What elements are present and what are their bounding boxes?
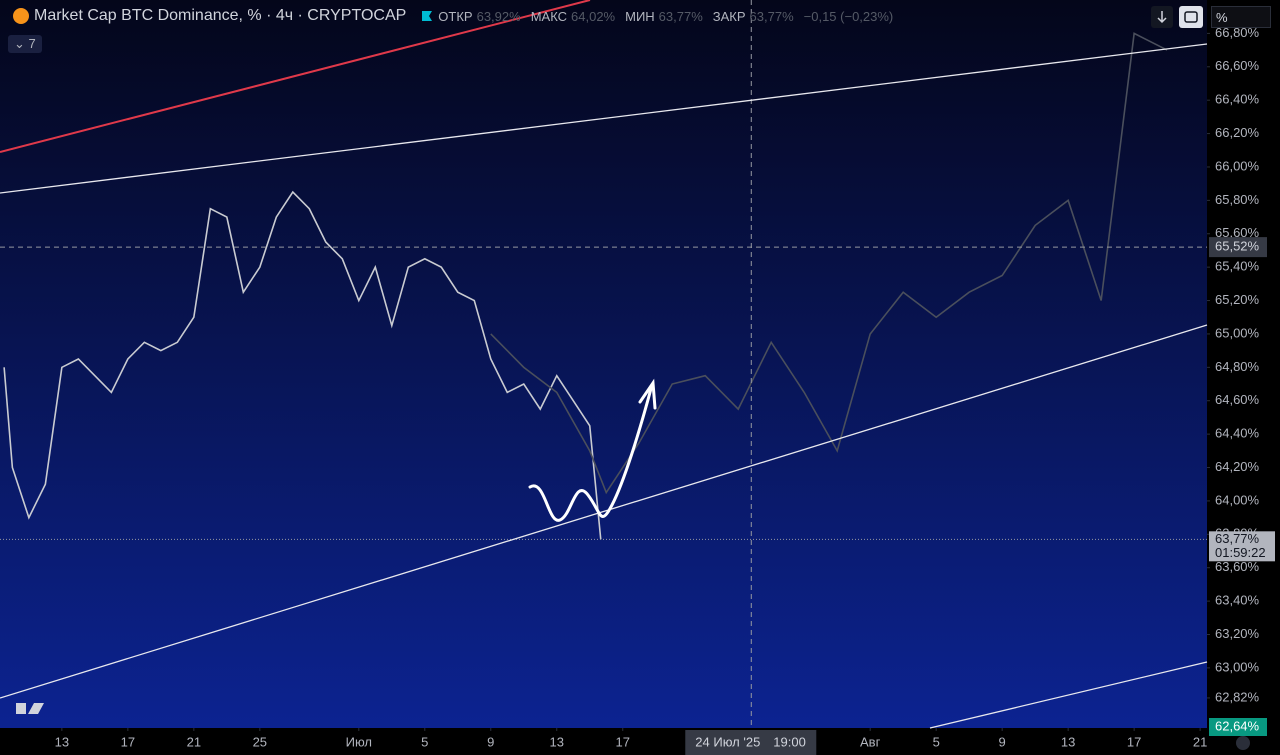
x-tick-label: 21 <box>187 734 201 749</box>
y-tick-label: 64,00% <box>1215 492 1260 507</box>
trend-line <box>0 324 1208 699</box>
line-price-box <box>1209 718 1267 736</box>
logo <box>16 703 44 714</box>
crosshair-date: 24 Июл '25 <box>695 734 760 749</box>
crosshair-y-box <box>1209 237 1267 258</box>
plot-background <box>0 0 1207 728</box>
y-tick-label: 64,60% <box>1215 392 1260 407</box>
x-tick-label: 9 <box>487 734 494 749</box>
y-tick-label: 64,80% <box>1215 359 1260 374</box>
crosshair-x-box <box>685 730 817 755</box>
x-tick-label: Авг <box>860 734 881 749</box>
y-tick-label: 65,80% <box>1215 192 1260 207</box>
high-label: МАКС <box>530 8 568 24</box>
hand-drawn-arrow <box>528 383 654 522</box>
flag-icon <box>422 11 433 21</box>
indicators-toggle[interactable]: ⌄ 7 <box>8 35 42 53</box>
y-tick-label: 63,20% <box>1215 626 1260 641</box>
btc-icon <box>13 8 29 24</box>
trend-line <box>929 661 1208 729</box>
x-tick-label: 13 <box>550 734 564 749</box>
low-label: МИН <box>625 8 655 24</box>
x-tick-label: 17 <box>121 734 135 749</box>
crosshair-time: 19:00 <box>773 734 806 749</box>
y-tick-label: 63,40% <box>1215 593 1260 608</box>
y-tick-label: 66,20% <box>1215 125 1260 140</box>
symbol-title: Market Cap BTC Dominance, % · 4ч · CRYPT… <box>34 7 407 24</box>
y-tick-label: 62,82% <box>1215 689 1260 704</box>
y-tick-label: 66,80% <box>1215 25 1260 40</box>
x-tick-label: Июл <box>346 734 372 749</box>
close-label: ЗАКР <box>712 8 746 24</box>
x-tick-label: 25 <box>253 734 267 749</box>
last-price-box <box>1209 531 1275 562</box>
open-value: 63,92% <box>476 8 521 24</box>
close-value: 63,77% <box>749 8 794 24</box>
x-tick-label: 9 <box>999 734 1006 749</box>
x-tick-label: 13 <box>55 734 69 749</box>
y-tick-label: 65,00% <box>1215 325 1260 340</box>
y-tick-label: 64,20% <box>1215 459 1260 474</box>
plot <box>0 0 1207 728</box>
y-tick-label: 65,40% <box>1215 259 1260 274</box>
toggle-button[interactable] <box>1179 6 1203 28</box>
y-tick-label: 63,00% <box>1215 659 1260 674</box>
scale-field[interactable]: % <box>1211 6 1271 28</box>
low-value: 63,77% <box>658 8 703 24</box>
y-axis-strip <box>1207 0 1280 755</box>
open-label: ОТКР <box>438 8 473 24</box>
y-tick-label: 63,60% <box>1215 559 1260 574</box>
line-price-label: 62,64% <box>1215 718 1260 733</box>
toggle-icon <box>1184 11 1198 23</box>
indicator-count: 7 <box>28 36 36 51</box>
x-tick-label: 17 <box>1127 734 1141 749</box>
y-tick-label: 66,60% <box>1215 58 1260 73</box>
crosshair-y-label: 65,52% <box>1215 239 1260 254</box>
price-line <box>490 32 1168 495</box>
x-tick-label: 21 <box>1193 734 1207 749</box>
x-tick-label: 5 <box>933 734 940 749</box>
trend-line <box>0 43 1208 194</box>
y-tick-label: 66,00% <box>1215 158 1260 173</box>
change-value: −0,15 (−0,23%) <box>803 8 894 24</box>
auto-scale-button[interactable] <box>1236 736 1250 750</box>
last-price-label: 63,77% <box>1215 531 1260 546</box>
y-tick-label: 64,40% <box>1215 426 1260 441</box>
y-tick-label: 65,20% <box>1215 292 1260 307</box>
x-axis-strip <box>0 728 1207 755</box>
legend: Market Cap BTC Dominance, % · 4ч · CRYPT… <box>12 7 899 25</box>
x-tick-label: 5 <box>421 734 428 749</box>
download-icon <box>1157 11 1167 24</box>
y-tick-label: 65,60% <box>1215 225 1260 240</box>
x-tick-label: 13 <box>1061 734 1075 749</box>
trend-line-red <box>0 0 591 153</box>
arrow-head <box>638 378 657 410</box>
high-value: 64,02% <box>571 8 616 24</box>
y-tick-label: 66,40% <box>1215 92 1260 107</box>
price-line <box>3 190 602 540</box>
countdown-label: 01:59:22 <box>1215 545 1266 560</box>
axes: 66,80% 66,60% 66,40% 66,20% 66,00% 65,80% 65,6… <box>55 25 1275 755</box>
x-tick-label: 17 <box>616 734 630 749</box>
